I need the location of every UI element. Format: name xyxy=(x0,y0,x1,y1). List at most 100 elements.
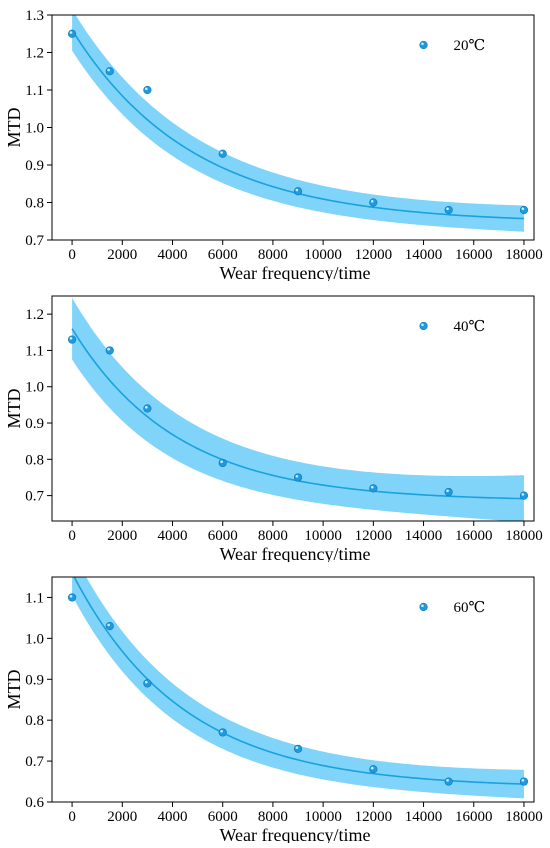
data-point xyxy=(444,777,453,786)
y-axis-label: MTD xyxy=(4,108,24,148)
x-tick-label: 12000 xyxy=(355,247,393,263)
legend-marker xyxy=(419,40,428,50)
data-point-highlight xyxy=(144,87,148,91)
data-point xyxy=(369,484,378,493)
data-point-highlight xyxy=(107,623,110,627)
chart-40c: 0 2000 4000 6000 8000 10000 12000 14000 16000 180… xyxy=(4,295,543,564)
data-point xyxy=(293,473,303,482)
data-point xyxy=(444,205,453,215)
x-tick-label: 2000 xyxy=(107,809,137,825)
y-tick-label: 1.0 xyxy=(25,121,44,137)
x-tick-label: 6000 xyxy=(208,809,238,825)
data-point xyxy=(67,29,77,38)
y-tick-label: 0.6 xyxy=(25,795,44,811)
data-point xyxy=(143,404,152,413)
data-point xyxy=(143,85,152,95)
x-axis-label: Wear frequency/time xyxy=(220,544,371,562)
x-tick-label: 14000 xyxy=(405,528,443,544)
x-tick-label: 10000 xyxy=(304,809,342,825)
data-point-highlight xyxy=(220,151,223,154)
data-point-highlight xyxy=(370,766,374,770)
x-tick-label: 16000 xyxy=(455,247,493,263)
x-axis-label: Wear frequency/time xyxy=(220,825,371,843)
plot-frame xyxy=(51,295,535,522)
data-point-highlight xyxy=(446,207,449,211)
legend-marker xyxy=(419,321,428,331)
data-point-highlight xyxy=(144,406,148,409)
data-point xyxy=(369,198,378,207)
y-tick-label: 0.8 xyxy=(25,196,44,212)
x-axis-label: Wear frequency/time xyxy=(220,263,371,281)
x-tick-label: 14000 xyxy=(405,809,443,825)
y-tick-label: 1.1 xyxy=(25,343,44,359)
y-tick-label: 0.9 xyxy=(25,158,44,174)
data-point-highlight xyxy=(521,207,525,211)
chart-panel-40c: 0 2000 4000 6000 8000 10000 12000 14000 16000 180… xyxy=(0,281,550,564)
data-point-highlight xyxy=(521,779,525,782)
data-point-highlight xyxy=(69,594,73,598)
x-tick-label: 8000 xyxy=(258,809,288,825)
y-tick-label: 1.0 xyxy=(25,631,44,647)
data-point-highlight xyxy=(144,680,148,684)
data-point xyxy=(67,335,77,344)
data-point-highlight xyxy=(220,460,223,464)
y-tick-label: 1.1 xyxy=(25,83,44,99)
confidence-band xyxy=(72,577,524,799)
data-point xyxy=(218,458,227,468)
data-point xyxy=(143,679,152,688)
x-tick-label: 18000 xyxy=(505,809,543,825)
data-point-highlight xyxy=(446,779,449,782)
chart-panel-60c: 0 2000 4000 6000 8000 10000 12000 14000 16000 180… xyxy=(0,562,550,845)
x-tick-label: 0 xyxy=(68,528,76,544)
data-point xyxy=(67,593,77,602)
data-point xyxy=(293,744,303,753)
x-tick-label: 6000 xyxy=(208,247,238,263)
y-tick-label: 0.8 xyxy=(25,452,44,468)
x-tick-label: 8000 xyxy=(258,528,288,544)
y-tick-label: 0.7 xyxy=(25,233,44,249)
data-point xyxy=(293,187,303,196)
x-tick-label: 2000 xyxy=(107,247,137,263)
data-point xyxy=(105,67,114,76)
x-tick-label: 6000 xyxy=(208,528,238,544)
y-axis-label: MTD xyxy=(4,389,24,429)
plot-frame xyxy=(51,576,535,803)
data-point xyxy=(519,205,529,215)
data-point-highlight xyxy=(521,493,525,496)
x-tick-label: 4000 xyxy=(158,809,188,825)
data-point-highlight xyxy=(107,68,110,72)
legend-label: 20℃ xyxy=(454,38,486,54)
chart-20c: 0 2000 4000 6000 8000 10000 12000 14000 16000 180… xyxy=(4,8,543,283)
x-tick-label: 8000 xyxy=(258,247,288,263)
data-point-highlight xyxy=(295,746,299,749)
y-tick-label: 1.1 xyxy=(25,590,44,606)
x-tick-label: 10000 xyxy=(304,247,342,263)
x-tick-label: 4000 xyxy=(158,528,188,544)
y-tick-label: 0.9 xyxy=(25,672,44,688)
data-point xyxy=(105,346,114,355)
legend-marker-highlight xyxy=(421,323,424,327)
x-tick-label: 10000 xyxy=(304,528,342,544)
y-tick-label: 0.8 xyxy=(25,713,44,729)
x-tick-label: 16000 xyxy=(455,528,493,544)
x-tick-label: 4000 xyxy=(158,247,188,263)
data-point-highlight xyxy=(295,474,299,478)
data-point xyxy=(218,149,227,158)
y-tick-label: 0.9 xyxy=(25,416,44,432)
data-point-highlight xyxy=(446,489,449,493)
y-tick-label: 1.3 xyxy=(25,8,44,24)
data-point-highlight xyxy=(295,188,299,192)
y-axis-label: MTD xyxy=(4,670,24,710)
x-tick-label: 0 xyxy=(68,809,76,825)
legend-marker-highlight xyxy=(421,604,424,608)
chart-panel-20c: 0 2000 4000 6000 8000 10000 12000 14000 16000 180… xyxy=(0,0,550,283)
x-tick-label: 18000 xyxy=(505,528,543,544)
x-tick-label: 18000 xyxy=(505,247,543,263)
data-point xyxy=(105,621,114,631)
legend-marker-highlight xyxy=(421,42,424,46)
data-point-highlight xyxy=(69,337,73,340)
legend-marker xyxy=(419,602,428,612)
data-point-highlight xyxy=(107,347,110,351)
y-tick-label: 1.2 xyxy=(25,46,44,62)
legend-label: 60℃ xyxy=(454,600,486,616)
